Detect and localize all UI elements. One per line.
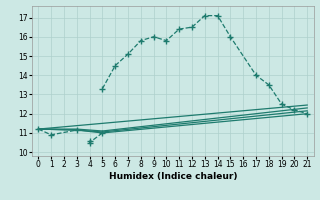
- X-axis label: Humidex (Indice chaleur): Humidex (Indice chaleur): [108, 172, 237, 181]
